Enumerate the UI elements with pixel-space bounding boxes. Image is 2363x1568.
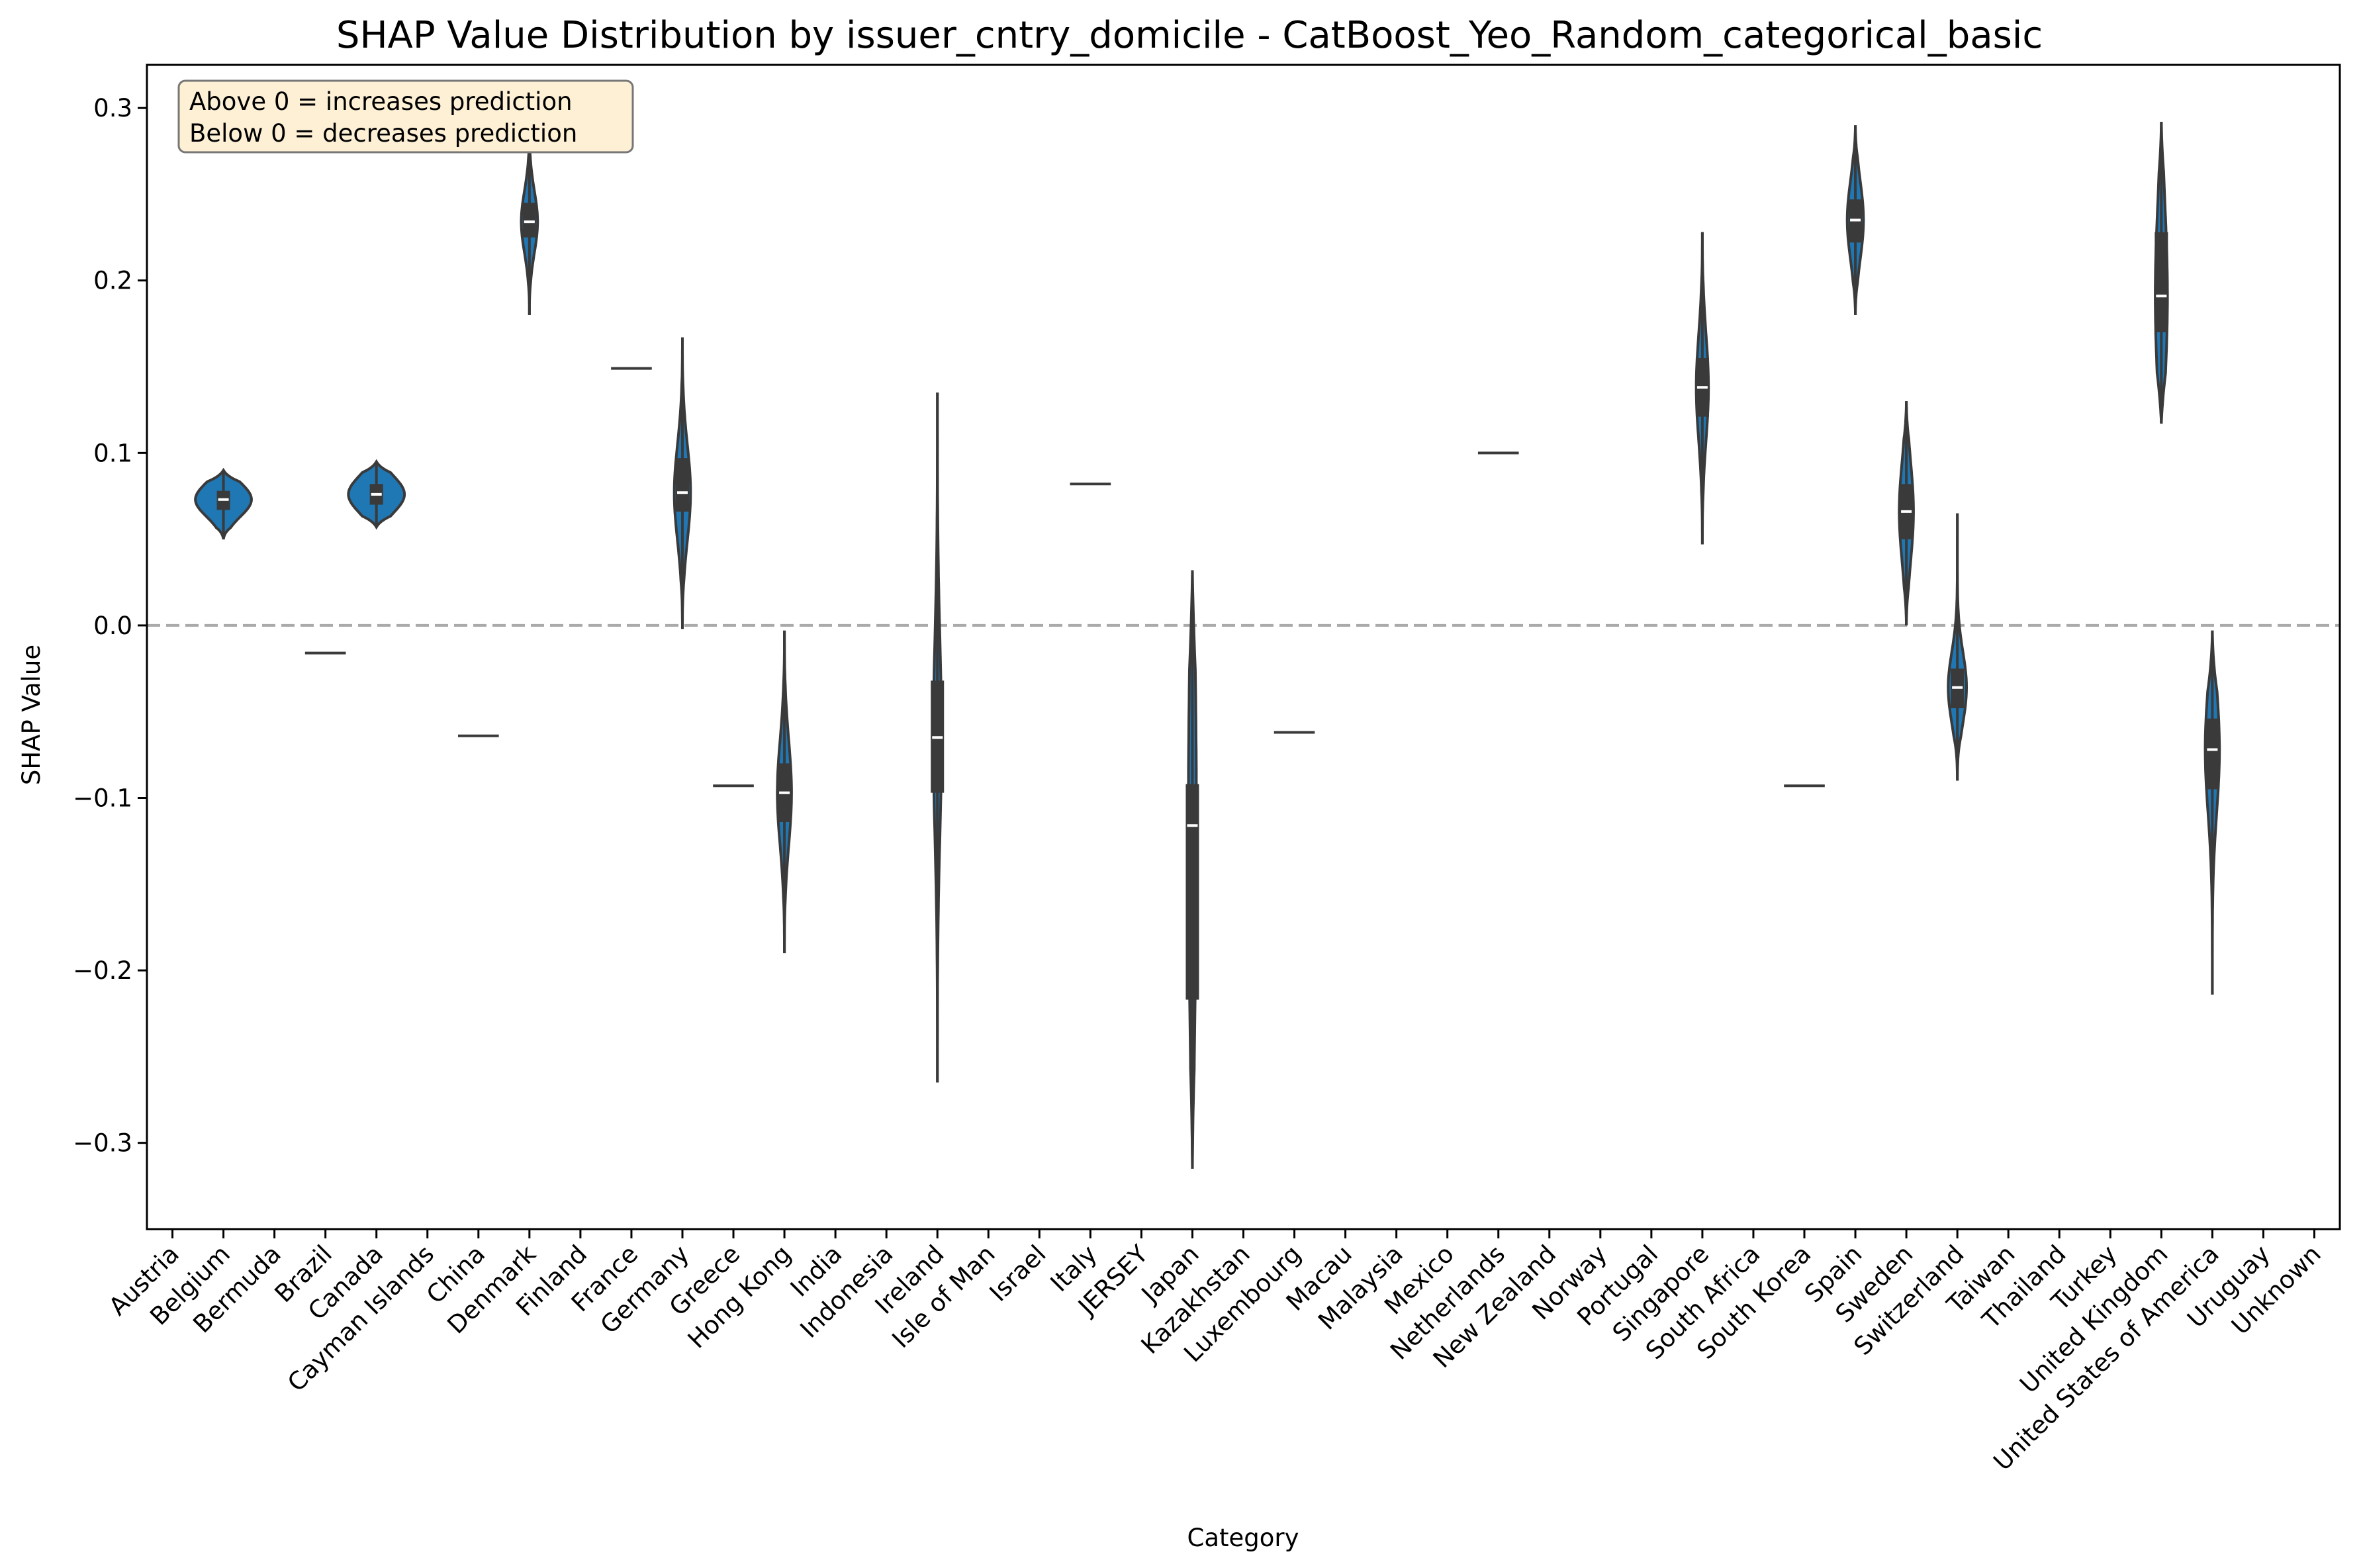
violin-united-states-of-america [2203, 630, 2221, 995]
violin-united-kingdom [2154, 121, 2169, 424]
chart-title: SHAP Value Distribution by issuer_cntry_… [336, 14, 2043, 57]
violin-germany [672, 337, 692, 629]
x-axis-label: Category [1187, 1524, 1299, 1552]
y-axis-label: SHAP Value [17, 645, 46, 785]
violin-hong-kong [776, 630, 793, 954]
y-tick-label: 0.1 [93, 439, 132, 467]
plot-frame [146, 64, 2341, 1230]
violin-singapore [1694, 232, 1710, 545]
violin-ireland [931, 392, 945, 1083]
y-tick-label: 0.3 [93, 94, 132, 122]
x-tick-label: Israel [984, 1240, 1052, 1307]
violin-iqr-box [1185, 784, 1199, 1000]
y-tick-label: 0.0 [93, 612, 132, 640]
violin-spain [1845, 125, 1865, 315]
axes: 0.30.20.10.0−0.1−0.2−0.3AustriaBelgiumBe… [73, 64, 2341, 1476]
annotation-background [177, 79, 634, 154]
violin-iqr-box [2205, 718, 2219, 790]
y-tick-label: −0.3 [73, 1129, 132, 1158]
annotation-line-1: Above 0 = increases prediction [189, 87, 573, 116]
violin-denmark [520, 125, 539, 315]
y-tick-label: −0.2 [73, 956, 132, 985]
violin-canada [347, 459, 406, 530]
violin-sweden [1898, 401, 1915, 625]
violin-switzerland [1947, 513, 1969, 781]
violin-iqr-box [522, 203, 536, 238]
annotation-box: Above 0 = increases prediction Below 0 =… [177, 79, 634, 154]
violin-iqr-box [675, 458, 689, 512]
plot-area [147, 121, 2340, 1169]
violin-belgium [194, 467, 253, 540]
annotation-line-2: Below 0 = decreases prediction [189, 119, 577, 148]
y-tick-label: −0.1 [73, 784, 132, 813]
violin-iqr-box [2154, 232, 2168, 332]
y-tick-label: 0.2 [93, 267, 132, 295]
violin-japan [1185, 570, 1199, 1169]
